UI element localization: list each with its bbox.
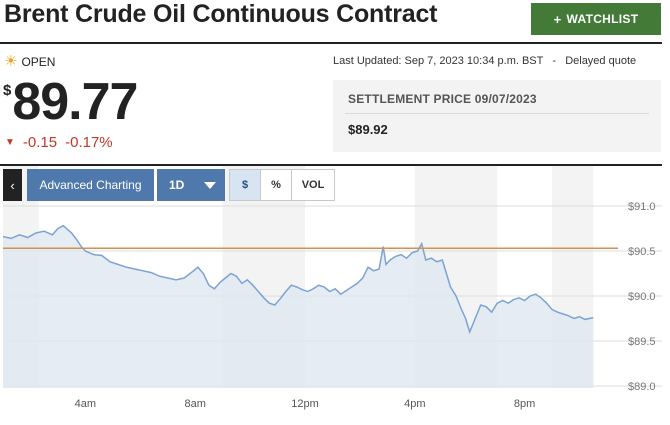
y-tick-label-1: $89.5 [628,336,656,348]
separator: - [546,55,563,67]
chart-mode-toggle: $ % VOL [229,169,335,201]
settlement-panel: SETTLEMENT PRICE 09/07/2023 $89.92 [333,80,661,152]
mode-volume-button[interactable]: VOL [301,179,325,191]
last-price: 89.77 [12,73,138,131]
price-line [2,224,594,335]
x-tick-label-1: 8am [184,398,205,410]
y-tick-label-3: $90.5 [628,246,656,258]
market-status-label: OPEN [21,55,56,69]
y-tick-label-2: $90.0 [628,291,656,303]
x-tick-label-2: 12pm [291,398,319,410]
x-tick-label-3: 4pm [404,398,425,410]
sun-icon: ☀ [4,53,18,70]
currency-symbol: $ [3,82,12,99]
price-change: ▼ -0.15 -0.17% [5,134,113,151]
price-display: $ 89.77 [3,73,138,131]
y-tick-label-0: $89.0 [628,381,656,393]
advanced-charting-button[interactable]: Advanced Charting [27,169,154,201]
mode-dollar-button[interactable]: $ [230,170,261,200]
price-area [3,225,594,388]
y-tick-label-4: $91.0 [628,201,656,213]
page-title: Brent Crude Oil Continuous Contract [4,0,438,28]
x-tick-label-4: 8pm [514,398,535,410]
price-chart[interactable]: $89.0 $89.5 $90.0 $90.5 $91.0 4am 8am 12pm 4pm 8… [0,166,662,425]
time-range-dropdown[interactable]: 1D [157,169,225,201]
last-updated-text: Last Updated: Sep 7, 2023 10:34 p.m. BST [333,55,544,67]
mode-percent-button[interactable]: % [261,170,292,200]
change-percent: -0.17% [65,134,113,151]
watchlist-button[interactable]: + WATCHLIST [531,3,661,35]
market-status: ☀ OPEN [4,53,56,70]
watchlist-label: WATCHLIST [566,12,639,26]
header-divider [0,42,662,44]
change-value: -0.15 [22,134,58,151]
chevron-left-icon[interactable]: ‹ [3,169,22,201]
down-arrow-icon: ▼ [5,137,15,148]
delayed-quote-text: Delayed quote [565,55,637,67]
plus-icon: + [553,11,562,27]
settlement-divider [345,113,649,114]
chart-toolbar: ‹ Advanced Charting 1D $ % VOL [3,169,335,201]
settlement-label: SETTLEMENT PRICE 09/07/2023 [348,92,537,106]
time-range-label: 1D [169,178,185,192]
chart-divider [0,164,662,166]
x-tick-label-0: 4am [75,398,96,410]
last-updated: Last Updated: Sep 7, 2023 10:34 p.m. BST… [333,55,636,67]
caret-down-icon [204,182,216,189]
settlement-value: $89.92 [348,122,388,137]
